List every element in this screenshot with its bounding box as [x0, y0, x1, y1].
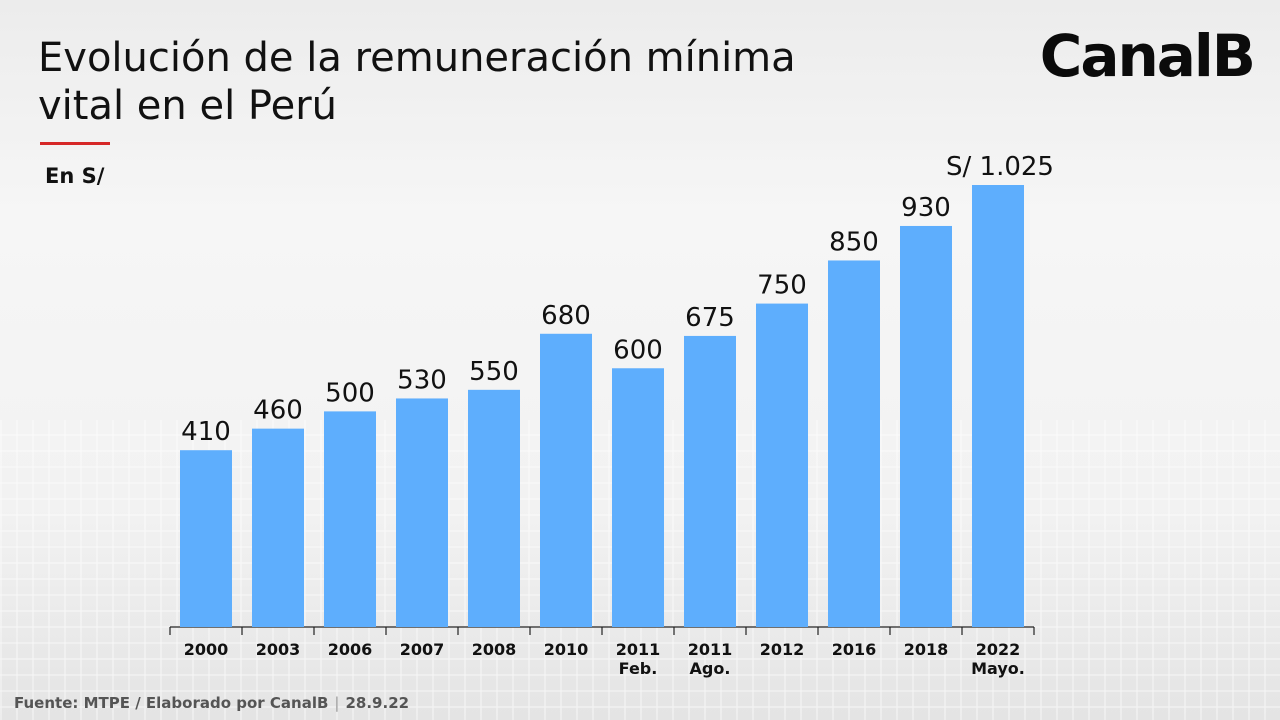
source-footer: Fuente: MTPE / Elaborado por CanalB | 28.9… — [14, 694, 409, 712]
x-tick-label: 2022 — [976, 640, 1021, 659]
brand-logo: CanalB — [1039, 22, 1256, 90]
x-tick-label: 2003 — [256, 640, 301, 659]
x-tick-label: 2012 — [760, 640, 805, 659]
bar-5 — [540, 333, 592, 627]
data-label: S/ 1.025 — [946, 152, 1054, 182]
title-accent-rule — [40, 142, 110, 145]
bar-11 — [972, 185, 1024, 627]
bar-1 — [252, 428, 304, 627]
data-label: 930 — [901, 193, 951, 223]
bar-2 — [324, 411, 376, 627]
data-label: 550 — [469, 357, 519, 387]
bar-10 — [900, 225, 952, 627]
x-tick-label: 2018 — [904, 640, 949, 659]
data-label: 410 — [181, 417, 231, 447]
x-tick-label: 2007 — [400, 640, 445, 659]
bar-3 — [396, 398, 448, 627]
x-tick-label: Feb. — [619, 659, 658, 678]
x-tick-label: 2008 — [472, 640, 517, 659]
x-tick-label: 2011 — [688, 640, 733, 659]
bar-0 — [180, 450, 232, 627]
source-text: Fuente: MTPE / Elaborado por CanalB — [14, 694, 329, 712]
x-tick-label: 2000 — [184, 640, 229, 659]
x-tick-label: 2016 — [832, 640, 877, 659]
chart-title: Evolución de la remuneración mínima vita… — [38, 35, 796, 129]
footer-date: 28.9.22 — [345, 694, 410, 712]
x-tick-label: 2006 — [328, 640, 373, 659]
data-label: 675 — [685, 303, 735, 333]
bar-6 — [612, 368, 664, 627]
bar-8 — [756, 303, 808, 627]
data-label: 680 — [541, 301, 591, 331]
bar-4 — [468, 389, 520, 627]
bar-7 — [684, 335, 736, 627]
data-label: 850 — [829, 227, 879, 257]
data-label: 500 — [325, 378, 375, 408]
data-label: 530 — [397, 365, 447, 395]
data-label: 750 — [757, 271, 807, 301]
footer-separator: | — [334, 694, 340, 712]
x-tick-label: 2010 — [544, 640, 589, 659]
bar-9 — [828, 260, 880, 627]
x-tick-label: Ago. — [690, 659, 731, 678]
x-tick-label: Mayo. — [971, 659, 1025, 678]
data-label: 600 — [613, 335, 663, 365]
data-label: 460 — [253, 396, 303, 426]
unit-label: En S/ — [45, 164, 105, 188]
x-tick-label: 2011 — [616, 640, 661, 659]
